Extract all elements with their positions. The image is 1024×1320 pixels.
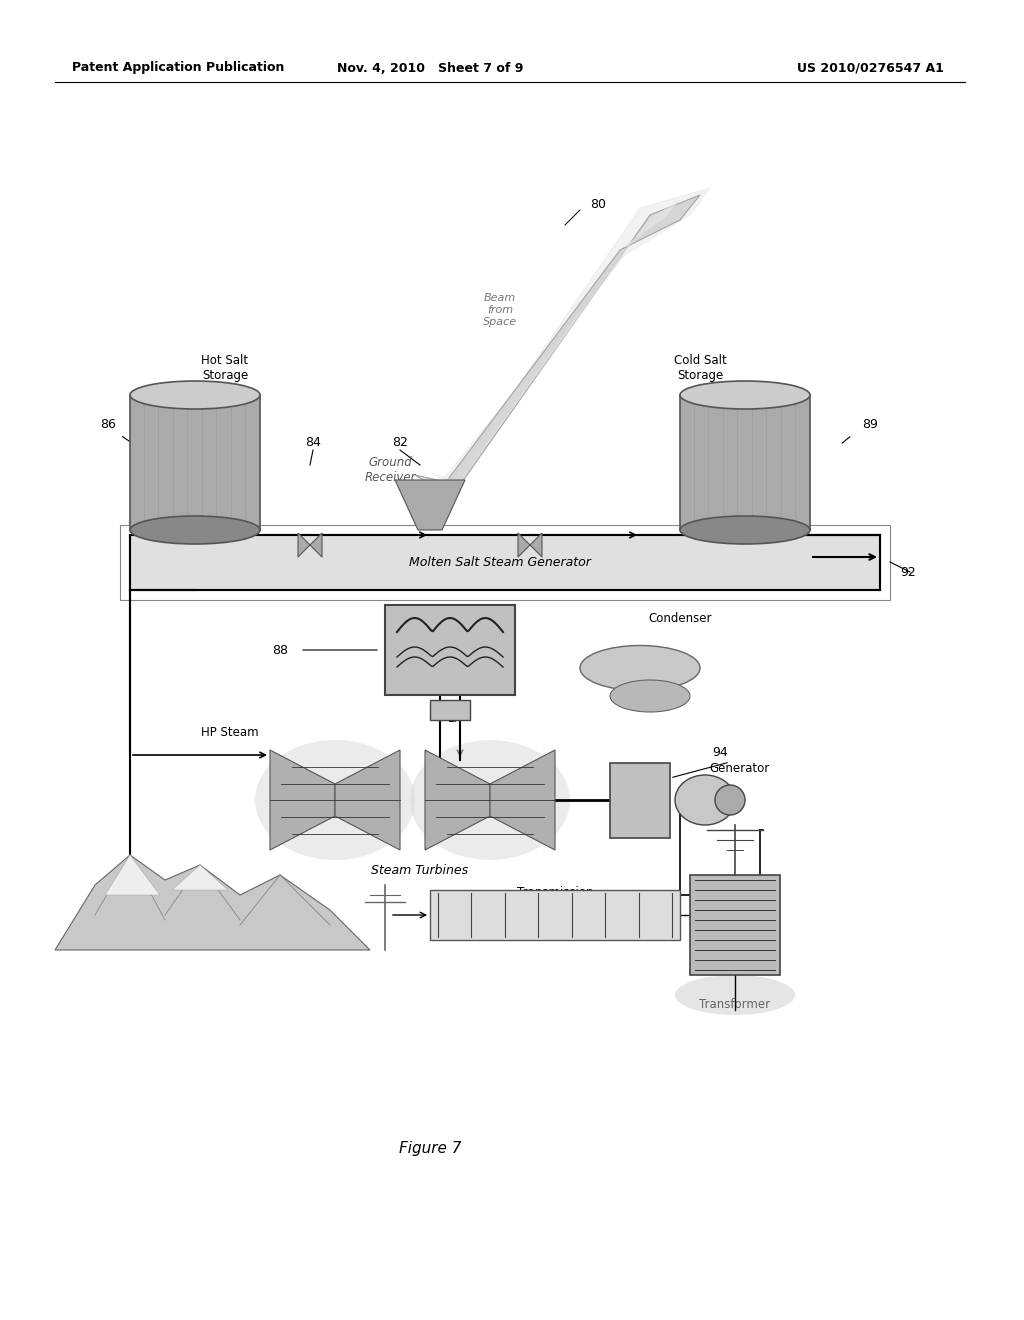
Ellipse shape xyxy=(715,785,745,814)
Polygon shape xyxy=(395,480,465,531)
Text: Ground
Receiver: Ground Receiver xyxy=(365,455,416,484)
Polygon shape xyxy=(105,855,160,895)
Text: 82: 82 xyxy=(392,436,408,449)
Text: HP Steam: HP Steam xyxy=(201,726,259,738)
Text: 86: 86 xyxy=(100,418,116,432)
Text: Condenser: Condenser xyxy=(648,611,712,624)
Ellipse shape xyxy=(680,381,810,409)
Text: LP: LP xyxy=(449,711,462,725)
Text: 94: 94 xyxy=(712,746,728,759)
Text: 80: 80 xyxy=(590,198,606,211)
Bar xyxy=(130,535,880,590)
Polygon shape xyxy=(400,187,710,495)
Polygon shape xyxy=(490,750,555,850)
Text: Beam
from
Space: Beam from Space xyxy=(483,293,517,326)
Polygon shape xyxy=(415,195,700,490)
Polygon shape xyxy=(298,533,322,557)
Text: Steam Turbines: Steam Turbines xyxy=(372,863,469,876)
Ellipse shape xyxy=(675,975,795,1015)
Text: Cold Salt
Storage: Cold Salt Storage xyxy=(674,354,726,381)
Polygon shape xyxy=(425,750,490,850)
Ellipse shape xyxy=(255,741,415,861)
Polygon shape xyxy=(172,865,228,890)
Text: US 2010/0276547 A1: US 2010/0276547 A1 xyxy=(797,62,943,74)
Bar xyxy=(690,875,780,975)
Ellipse shape xyxy=(610,680,690,711)
Polygon shape xyxy=(518,533,542,557)
Text: Hot Salt
Storage: Hot Salt Storage xyxy=(202,354,249,381)
Text: 88: 88 xyxy=(272,644,288,656)
Ellipse shape xyxy=(130,516,260,544)
Ellipse shape xyxy=(680,516,810,544)
Text: Generator: Generator xyxy=(710,762,770,775)
Ellipse shape xyxy=(675,775,735,825)
Text: Nov. 4, 2010   Sheet 7 of 9: Nov. 4, 2010 Sheet 7 of 9 xyxy=(337,62,523,74)
Text: 84: 84 xyxy=(305,436,321,449)
Bar xyxy=(385,605,515,696)
Ellipse shape xyxy=(410,741,570,861)
Ellipse shape xyxy=(130,381,260,409)
Bar xyxy=(130,395,260,531)
Text: Figure 7: Figure 7 xyxy=(398,1140,461,1155)
Bar xyxy=(680,395,810,531)
Polygon shape xyxy=(430,201,680,488)
Text: Molten Salt Steam Generator: Molten Salt Steam Generator xyxy=(409,556,591,569)
Bar xyxy=(430,890,680,940)
Polygon shape xyxy=(270,750,335,850)
Bar xyxy=(120,525,890,601)
Ellipse shape xyxy=(580,645,700,690)
Text: Transmission
Lines: Transmission Lines xyxy=(517,886,593,913)
Bar xyxy=(430,700,470,719)
Polygon shape xyxy=(55,855,370,950)
Text: 92: 92 xyxy=(900,565,915,578)
Bar xyxy=(610,763,670,838)
Text: Transformer: Transformer xyxy=(699,998,771,1011)
Text: Patent Application Publication: Patent Application Publication xyxy=(72,62,285,74)
Text: 89: 89 xyxy=(862,418,878,432)
Polygon shape xyxy=(335,750,400,850)
